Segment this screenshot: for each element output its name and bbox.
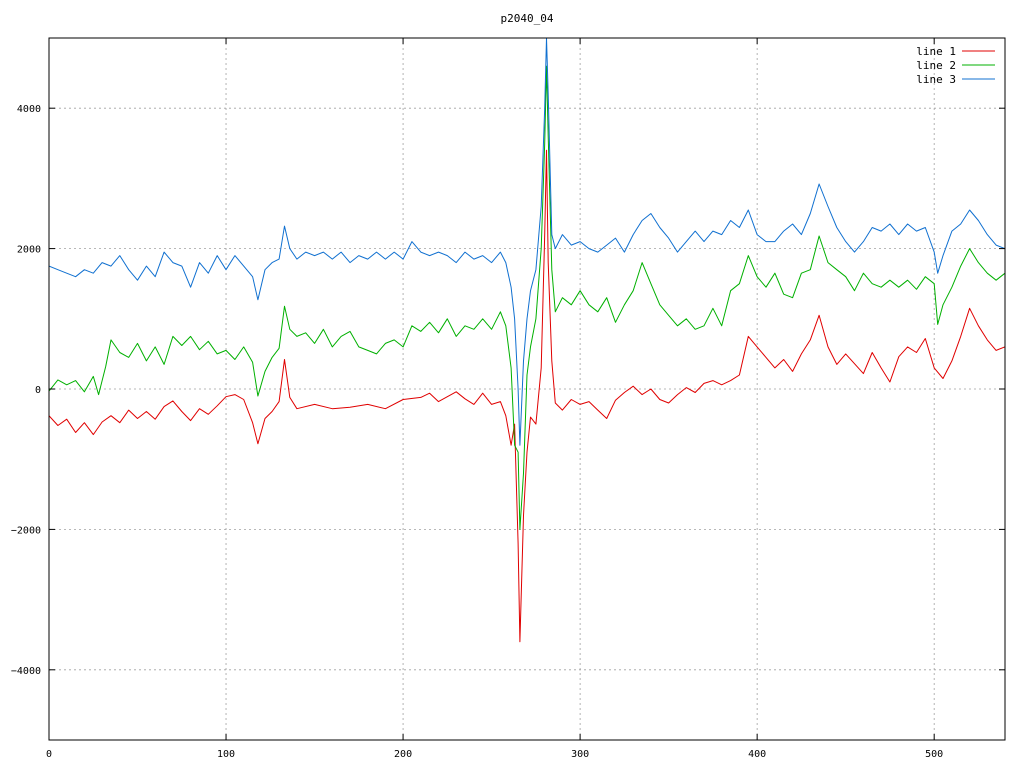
series-line-line-3 (49, 38, 1005, 446)
y-tick-label: −2000 (11, 525, 41, 536)
x-tick-label: 300 (571, 749, 589, 760)
series-line-line-1 (49, 149, 1005, 643)
series-lines (49, 38, 1005, 643)
y-tick-label: 2000 (17, 245, 41, 256)
x-tick-label: 200 (394, 749, 412, 760)
x-tick-label: 400 (748, 749, 766, 760)
x-tick-label: 100 (217, 749, 235, 760)
y-tick-label: 0 (35, 385, 41, 396)
x-tick-label: 500 (925, 749, 943, 760)
chart-title: p2040_04 (501, 12, 554, 25)
legend-label: line 1 (916, 45, 956, 58)
axis-ticks: 0 100 200 300 400 500 −4000 −2000 0 2000 4000 (11, 38, 1005, 760)
x-tick-label: 0 (46, 749, 52, 760)
legend-label: line 3 (916, 73, 956, 86)
y-tick-label: −4000 (11, 666, 41, 677)
y-tick-label: 4000 (17, 104, 41, 115)
grid-lines (49, 38, 1005, 740)
series-line-line-2 (49, 65, 1005, 530)
legend-label: line 2 (916, 59, 956, 72)
